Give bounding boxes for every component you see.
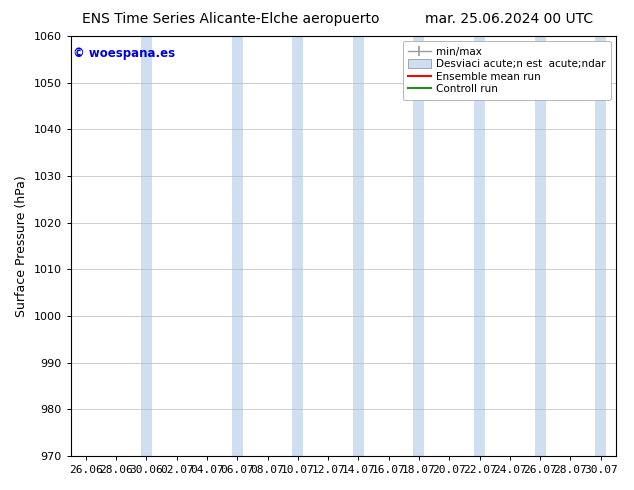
Text: ENS Time Series Alicante-Elche aeropuerto: ENS Time Series Alicante-Elche aeropuert… [82, 12, 380, 26]
Bar [474, 36, 485, 456]
Legend: min/max, Desviaci acute;n est  acute;ndar, Ensemble mean run, Controll run: min/max, Desviaci acute;n est acute;ndar… [403, 41, 611, 99]
Text: mar. 25.06.2024 00 UTC: mar. 25.06.2024 00 UTC [425, 12, 593, 26]
Bar [232, 36, 243, 456]
Text: © woespana.es: © woespana.es [74, 47, 176, 60]
Bar [141, 36, 152, 456]
Bar [292, 36, 303, 456]
Bar [413, 36, 424, 456]
Bar [595, 36, 606, 456]
Bar [353, 36, 364, 456]
Bar [534, 36, 545, 456]
Y-axis label: Surface Pressure (hPa): Surface Pressure (hPa) [15, 175, 28, 317]
